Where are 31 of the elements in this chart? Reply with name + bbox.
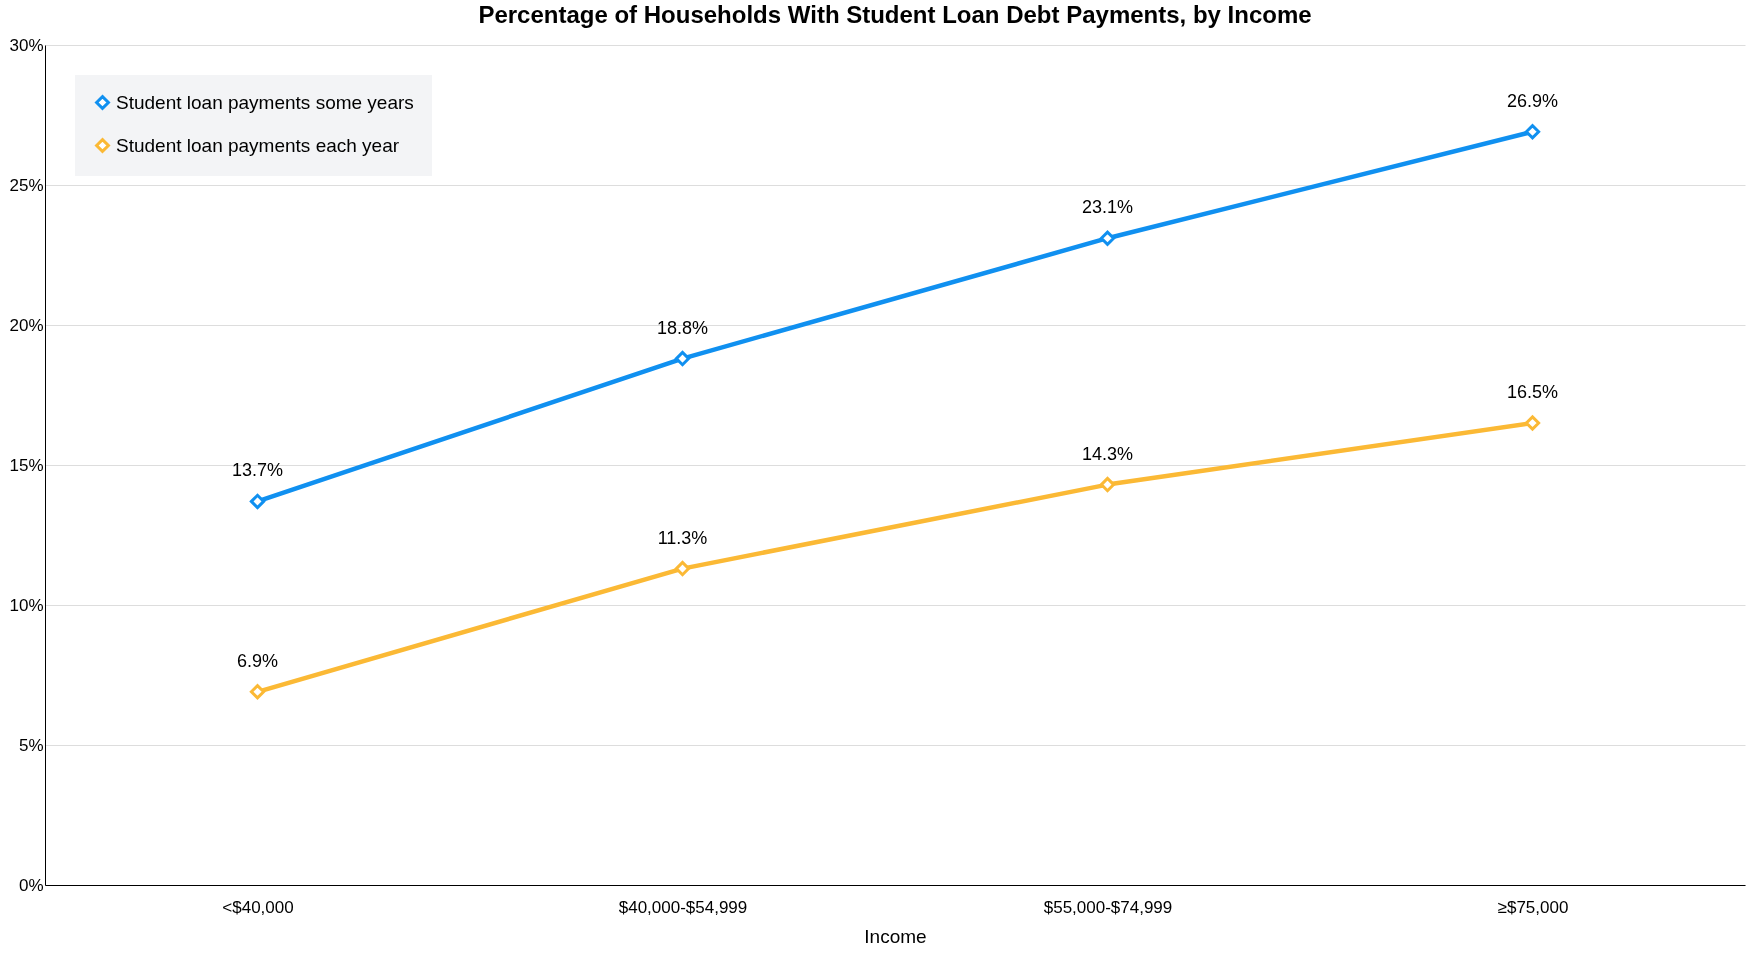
- x-tick-label: $55,000-$74,999: [1043, 897, 1173, 917]
- point: [674, 350, 691, 367]
- y-tick-label: 15%: [9, 455, 44, 475]
- x-axis-title: Income: [864, 925, 927, 947]
- data-label: 11.3%: [657, 527, 708, 548]
- data-label: 18.8%: [656, 317, 709, 338]
- y-tick-label: 10%: [9, 595, 44, 615]
- point: [1099, 476, 1116, 493]
- legend-label: Student loan payments each year: [116, 134, 400, 156]
- point: [674, 560, 691, 577]
- y-tick-label: 30%: [9, 35, 44, 55]
- data-label: 14.3%: [1081, 443, 1134, 464]
- data-label: 6.9%: [236, 650, 279, 671]
- legend-label: Student loan payments some years: [116, 91, 414, 113]
- point: [249, 684, 266, 700]
- data-label: 26.9%: [1506, 90, 1559, 111]
- x-tick-label: <$40,000: [222, 897, 294, 917]
- point: [249, 493, 266, 510]
- y-tick-label: 20%: [9, 315, 44, 335]
- y-tick-label: 0%: [18, 875, 44, 895]
- point: [1524, 124, 1541, 140]
- x-tick-label: ≥$75,000: [1497, 897, 1569, 917]
- data-label: 16.5%: [1506, 382, 1559, 402]
- y-tick-label: 5%: [18, 735, 44, 755]
- chart-title: Percentage of Households With Student Loan Debt Payments, by Income: [478, 1, 1312, 28]
- point: [1524, 415, 1541, 431]
- point: [1099, 230, 1116, 246]
- x-tick-label: $40,000-$54,999: [618, 897, 748, 917]
- y-tick-label: 25%: [9, 175, 44, 195]
- data-label: 23.1%: [1081, 197, 1134, 218]
- data-label: 13.7%: [231, 460, 284, 481]
